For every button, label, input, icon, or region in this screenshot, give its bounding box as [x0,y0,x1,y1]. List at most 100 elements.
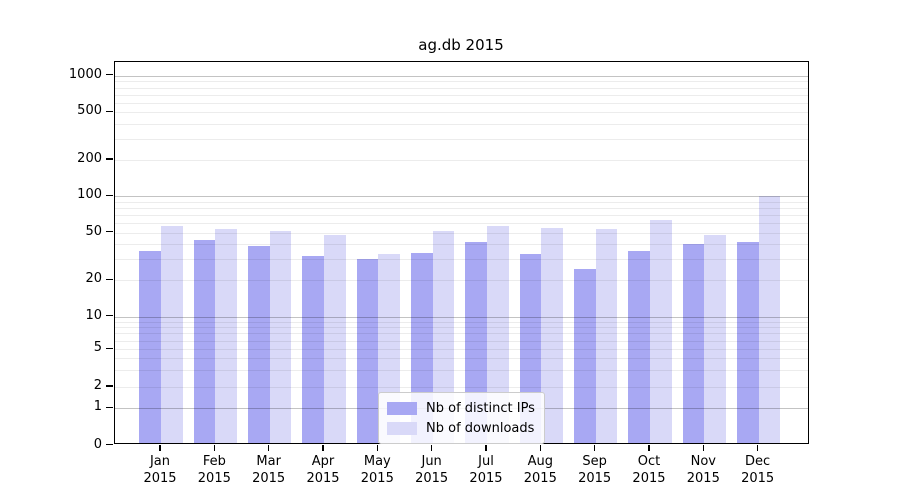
x-tick-label: Aug 2015 [512,453,568,487]
y-tick [106,110,113,112]
x-tick [159,444,161,451]
x-tick [213,444,215,451]
x-tick-month: Apr [311,453,335,469]
bar-downloads-feb [215,229,238,445]
gridline-minor [114,244,808,246]
x-tick-year: 2015 [523,470,557,486]
x-tick-year: 2015 [143,470,177,486]
y-tick-label: 100 [77,187,102,203]
bar-distinct-ips-dec [736,241,759,445]
x-tick-month: Nov [690,453,716,469]
y-tick-label: 5 [93,340,102,356]
bar-downloads-jul [486,225,509,445]
x-tick-label: Sep 2015 [567,453,623,487]
gridline-minor [114,160,808,162]
y-tick [106,315,113,317]
gridline-minor [114,259,808,261]
x-tick-label: Jan 2015 [132,453,188,487]
x-tick [376,444,378,451]
gridline-minor [114,201,808,203]
x-tick [594,444,596,451]
gridline-minor [114,349,808,351]
y-tick-label: 500 [77,103,102,119]
y-tick [106,278,113,281]
legend-label-downloads: Nb of downloads [426,420,535,436]
y-tick [106,406,113,408]
gridline-minor [114,327,808,329]
x-tick-month: Feb [202,453,226,469]
bar-distinct-ips-sep [573,268,596,445]
gridline-minor [114,138,808,140]
gridline-minor [114,112,808,114]
x-tick-label: Nov 2015 [675,453,731,487]
gridline-minor [114,232,808,234]
bar-distinct-ips-feb [193,240,216,445]
bar-downloads-jun [432,231,455,445]
gridline-minor [114,207,808,209]
y-tick [106,74,113,76]
bar-downloads-jan [161,225,183,445]
y-tick [106,230,113,233]
x-tick-year: 2015 [632,470,666,486]
x-tick-year: 2015 [252,470,286,486]
gridline-major [114,316,808,318]
x-tick [539,444,541,451]
x-tick-year: 2015 [306,470,340,486]
x-tick-month: Jun [421,453,442,469]
legend-item-distinct-ips: Nb of distinct IPs [387,398,535,418]
y-tick [106,443,113,446]
x-tick-label: May 2015 [349,453,405,487]
gridline-minor [114,358,808,360]
x-tick [431,444,433,451]
gridline-minor [114,123,808,125]
bar-downloads-nov [704,234,726,445]
gridline-minor [114,222,808,224]
gridline-minor [114,214,808,216]
bar-distinct-ips-oct [628,251,650,445]
x-tick-month: May [363,453,391,469]
y-tick [106,385,113,387]
x-tick [757,444,759,451]
y-tick [106,194,113,196]
gridline-minor [114,81,808,83]
bar-distinct-ips-nov [682,244,705,445]
legend: Nb of distinct IPs Nb of downloads [378,392,545,444]
bar-downloads-dec [758,196,781,445]
plot-area [113,60,809,445]
x-tick-year: 2015 [469,470,503,486]
gridline-minor [114,340,808,342]
gridline-minor [114,94,808,96]
gridline-minor [114,333,808,335]
y-tick-label: 0 [93,436,102,452]
legend-swatch-downloads [387,421,417,435]
bar-downloads-apr [323,234,346,445]
gridline-minor [114,280,808,282]
x-tick-year: 2015 [686,470,720,486]
bar-downloads-sep [595,228,618,445]
gridline-minor [114,386,808,388]
x-tick [268,444,270,451]
x-tick-month: Jul [478,453,494,469]
x-tick-year: 2015 [415,470,449,486]
x-tick-label: Feb 2015 [186,453,242,487]
y-tick-label: 50 [85,223,102,239]
x-tick [648,444,650,451]
y-tick-label: 2 [93,378,102,393]
y-tick-label: 1 [93,399,102,415]
x-tick-year: 2015 [741,470,775,486]
y-tick-label: 200 [77,151,102,167]
x-tick-month: Jan [149,453,171,469]
y-tick-label: 20 [85,271,102,287]
y-tick [106,158,113,160]
x-tick-label: Jul 2015 [458,453,514,487]
x-tick-label: Dec 2015 [730,453,786,487]
x-tick-year: 2015 [360,470,394,486]
gridline-major [114,75,808,77]
x-tick-month: Mar [256,453,281,469]
x-tick-label: Apr 2015 [295,453,351,487]
x-tick-year: 2015 [578,470,612,486]
x-tick-label: Mar 2015 [241,453,297,487]
gridline-minor [114,87,808,89]
x-tick-year: 2015 [197,470,231,486]
